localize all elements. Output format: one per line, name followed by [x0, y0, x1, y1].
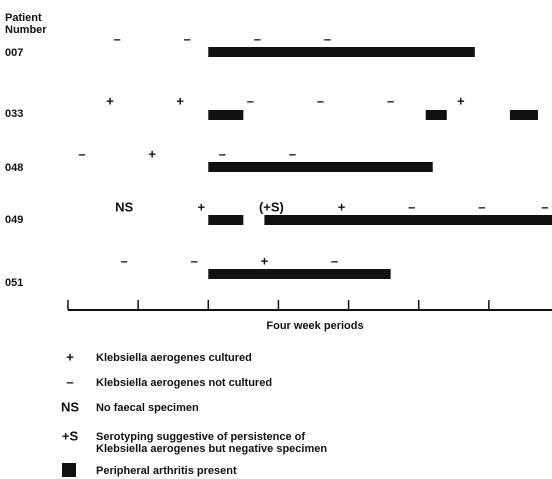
- legend-label: Peripheral arthritis present: [96, 465, 237, 477]
- culture-mark: –: [247, 93, 254, 108]
- x-axis-label: Four week periods: [266, 320, 363, 332]
- culture-mark: +: [261, 253, 269, 268]
- culture-mark: –: [408, 199, 415, 214]
- culture-mark: –: [324, 31, 331, 46]
- patient-label: 007: [5, 47, 23, 59]
- culture-mark: –: [289, 146, 296, 161]
- legend-symbol: +: [66, 349, 74, 364]
- arthritis-bar: [208, 215, 244, 225]
- culture-mark: +: [176, 93, 184, 108]
- patient-label: 051: [5, 277, 23, 289]
- legend-label: Klebsiella aerogenes not cultured: [96, 377, 272, 389]
- arthritis-bar: [208, 47, 475, 57]
- patient-label: 033: [5, 108, 23, 120]
- arthritis-bar: [425, 110, 447, 120]
- legend-swatch: [62, 463, 76, 477]
- culture-mark: –: [78, 146, 85, 161]
- legend-label: Klebsiella aerogenes cultured: [96, 352, 252, 364]
- y-axis-label: Patient: [5, 12, 42, 24]
- culture-mark: (+S): [259, 199, 284, 214]
- legend-symbol: +S: [62, 428, 79, 443]
- culture-mark: –: [191, 253, 198, 268]
- culture-mark: –: [317, 93, 324, 108]
- culture-mark: –: [184, 31, 191, 46]
- arthritis-bar: [208, 269, 391, 279]
- arthritis-bar: [208, 110, 244, 120]
- culture-mark: +: [197, 199, 205, 214]
- culture-mark: –: [387, 93, 394, 108]
- arthritis-bar: [208, 162, 433, 172]
- legend-label: Serotyping suggestive of persistence of: [96, 431, 305, 443]
- legend-symbol: NS: [61, 399, 79, 414]
- patient-label: 048: [5, 162, 23, 174]
- culture-mark: –: [541, 199, 548, 214]
- culture-mark: –: [219, 146, 226, 161]
- arthritis-bar: [509, 110, 538, 120]
- legend-label: Klebsiella aerogenes but negative specim…: [96, 443, 327, 455]
- legend-label: No faecal specimen: [96, 402, 199, 414]
- culture-mark: –: [120, 253, 127, 268]
- legend-symbol: –: [66, 374, 73, 389]
- culture-mark: –: [331, 253, 338, 268]
- culture-mark: +: [338, 199, 346, 214]
- culture-mark: +: [457, 93, 465, 108]
- y-axis-label: Number: [5, 24, 47, 36]
- culture-mark: –: [113, 31, 120, 46]
- culture-mark: +: [106, 93, 114, 108]
- patient-label: 049: [5, 214, 23, 226]
- culture-mark: –: [254, 31, 261, 46]
- arthritis-bar: [264, 215, 552, 225]
- culture-mark: NS: [115, 199, 133, 214]
- culture-mark: +: [148, 146, 156, 161]
- culture-mark: –: [478, 199, 485, 214]
